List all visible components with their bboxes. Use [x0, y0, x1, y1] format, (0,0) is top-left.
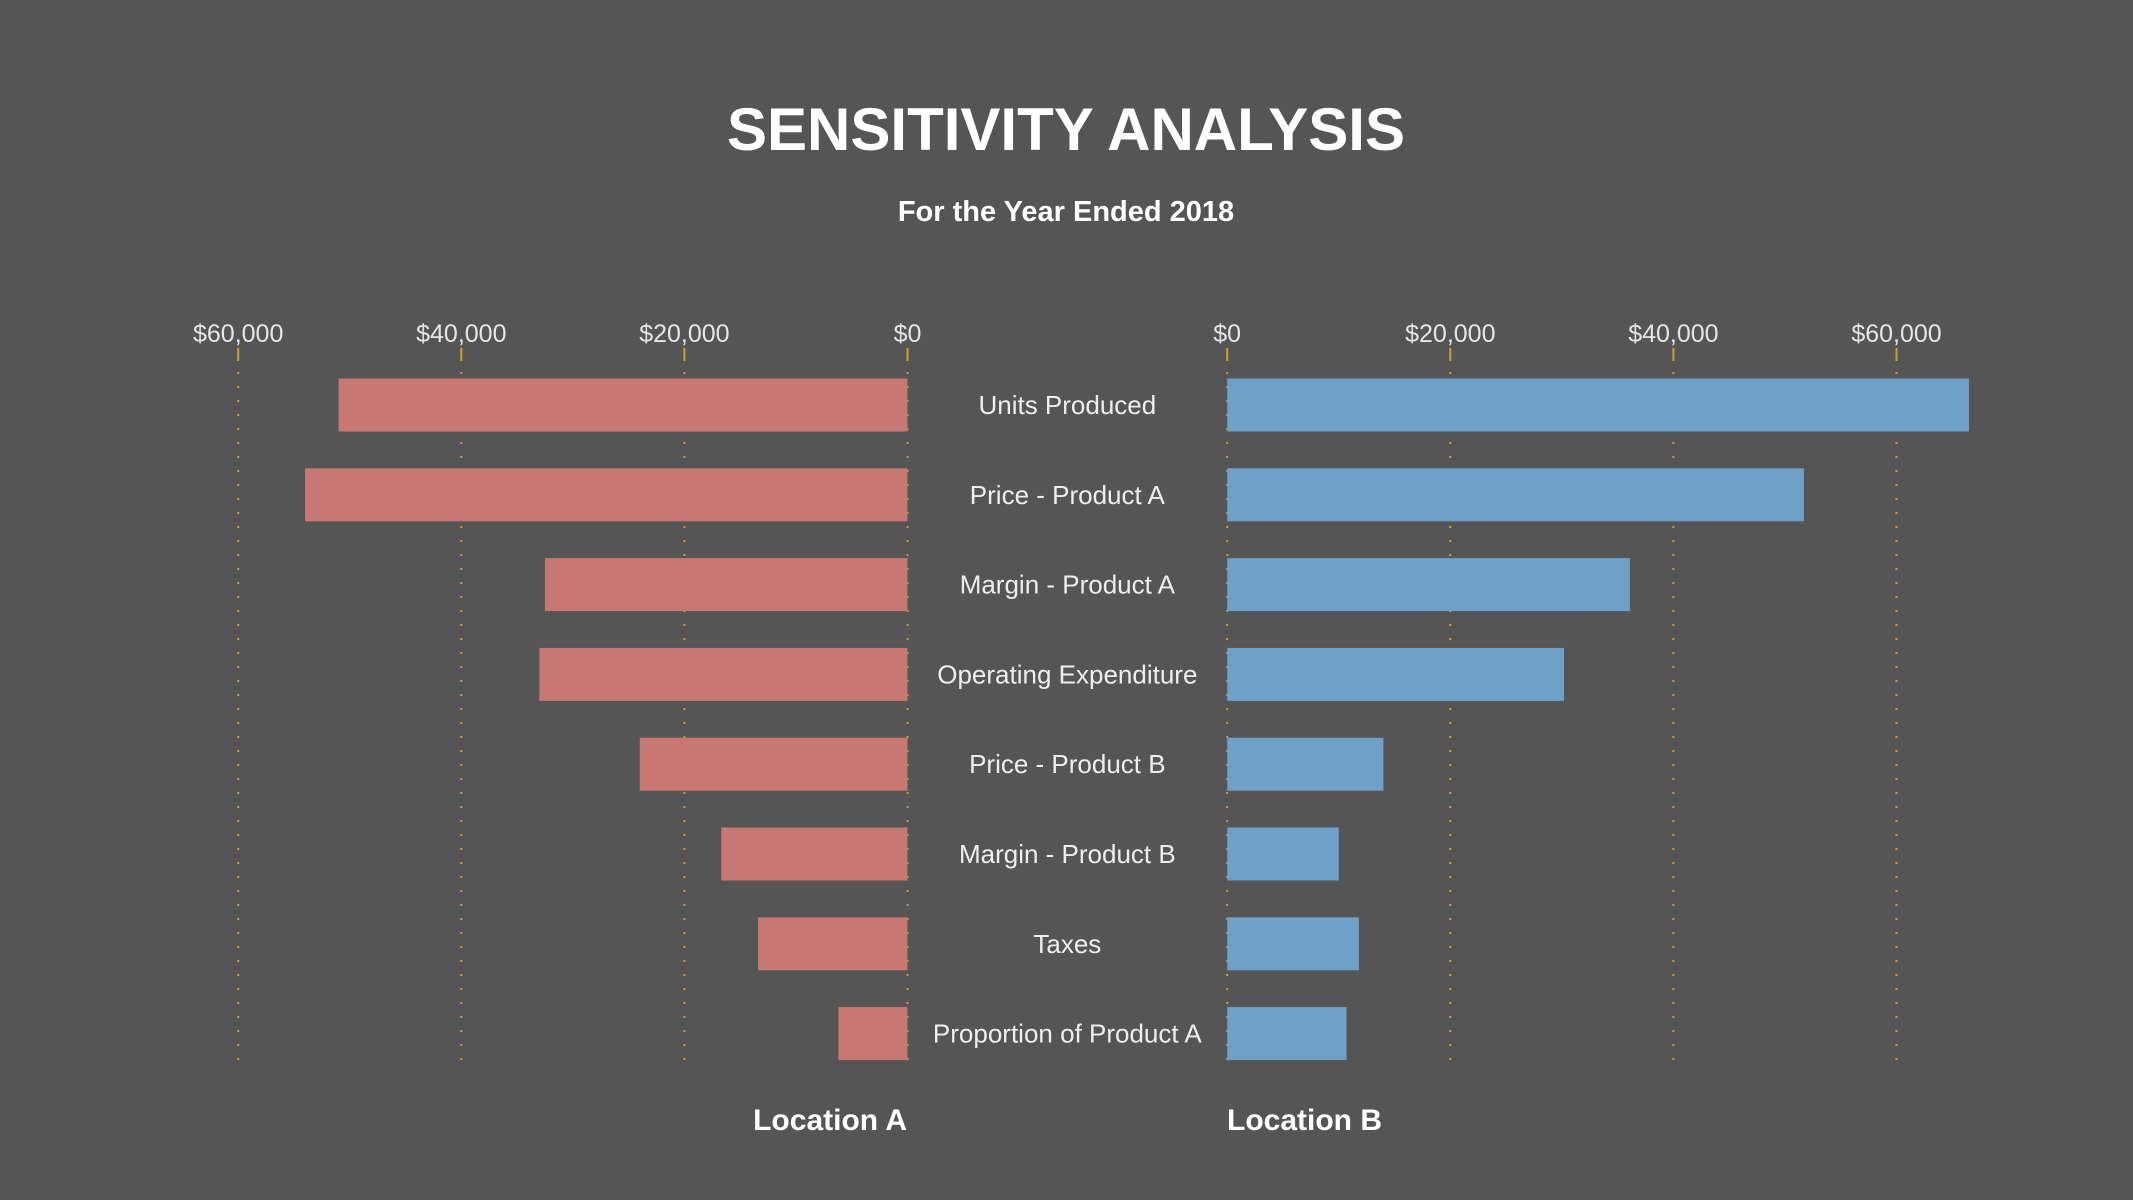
- bar-location-b: [1227, 378, 1970, 432]
- legend-location-b: Location B: [1227, 1104, 1382, 1137]
- tick-label-right: $40,000: [1628, 320, 1718, 348]
- category-label: Margin - Product B: [959, 839, 1176, 869]
- legend-location-a: Location A: [753, 1104, 907, 1137]
- bar-location-a: [305, 468, 908, 522]
- tick-labels: $60,000 $60,000 $40,000 $40,000 $20,000 $20,0…: [193, 320, 1942, 348]
- category-label: Margin - Product A: [960, 570, 1176, 600]
- bar-location-a: [539, 647, 908, 701]
- bar-location-a: [338, 378, 908, 432]
- tick-label-left: $0: [894, 320, 922, 348]
- category-label: Price - Product A: [970, 480, 1166, 510]
- bar-location-a: [721, 827, 908, 881]
- bar-location-b: [1227, 468, 1804, 522]
- tick-label-left: $20,000: [639, 320, 729, 348]
- category-label: Proportion of Product A: [933, 1019, 1202, 1049]
- chart-subtitle: For the Year Ended 2018: [898, 196, 1234, 228]
- bar-location-a: [758, 917, 908, 971]
- bar-location-a: [639, 737, 908, 791]
- gridlines: [237, 348, 1898, 1072]
- category-label: Units Produced: [978, 390, 1156, 420]
- bar-location-b: [1227, 1007, 1347, 1061]
- bar-location-a: [544, 558, 908, 612]
- category-label: Price - Product B: [969, 749, 1166, 779]
- category-labels: Units Produced Price - Product A Margin - …: [933, 390, 1202, 1049]
- category-label: Operating Expenditure: [937, 659, 1197, 689]
- bar-location-b: [1227, 827, 1339, 881]
- tick-label-right: $0: [1213, 320, 1241, 348]
- bar-location-a: [838, 1007, 908, 1061]
- bar-location-b: [1227, 558, 1630, 612]
- chart-title: SENSITIVITY ANALYSIS: [727, 96, 1405, 163]
- category-label: Taxes: [1033, 929, 1101, 959]
- bar-location-b: [1227, 647, 1565, 701]
- bars: [305, 378, 1970, 1061]
- tick-label-left: $40,000: [416, 320, 506, 348]
- bar-location-b: [1227, 737, 1384, 791]
- tick-label-right: $20,000: [1405, 320, 1495, 348]
- tick-label-right: $60,000: [1851, 320, 1941, 348]
- tick-label-left: $60,000: [193, 320, 283, 348]
- bar-location-b: [1227, 917, 1359, 971]
